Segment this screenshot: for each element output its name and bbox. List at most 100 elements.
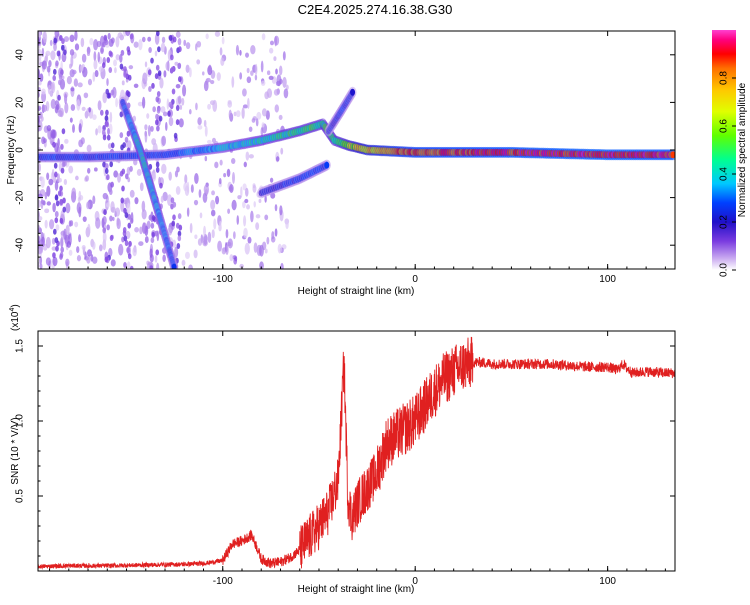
spectrogram-noise-speck (86, 254, 91, 264)
spectrogram-noise-speck (86, 46, 91, 55)
spectrogram-noise-speck (202, 239, 208, 247)
spectrogram-blob (670, 151, 675, 159)
spectrogram-streak-speck (52, 252, 56, 259)
spectrogram-streak-speck (101, 62, 106, 69)
spectrogram-noise-speck (146, 220, 151, 230)
colorbar-tick-label: 0.4 (719, 167, 730, 181)
spectrogram-noise-speck (80, 37, 85, 48)
spectrogram-noise-speck (205, 33, 209, 40)
spectrogram-streak-speck (125, 173, 129, 180)
spectrogram-streak-speck (102, 227, 106, 234)
spectrogram-noise-speck (115, 36, 120, 48)
spectrogram-noise-speck (203, 225, 206, 237)
spectrogram-streak-speck (156, 90, 161, 97)
spectrogram-streak-speck (124, 212, 129, 219)
spectrogram-noise-speck (71, 187, 77, 199)
spectrogram-noise-speck (108, 247, 113, 257)
spectrogram-streak-speck (104, 256, 109, 263)
spectrogram-noise-speck (64, 138, 69, 144)
spectrogram-noise-speck (66, 240, 71, 248)
spectrogram-streak-speck (129, 33, 134, 40)
spectrogram-noise-speck (261, 108, 267, 117)
spectrogram-noise-speck (118, 243, 124, 256)
spectrogram-streak-speck (61, 161, 66, 168)
spectrogram-noise-speck (38, 199, 42, 208)
spectrogram-noise-speck (205, 77, 211, 83)
spectrogram-noise-speck (161, 135, 167, 147)
spectrogram-ytick-label: 40 (15, 49, 26, 61)
spectrogram-streak-speck (102, 161, 106, 168)
spectrogram-noise-speck (282, 76, 287, 89)
spectrogram-noise-speck (223, 172, 227, 178)
spectrogram-noise-speck (168, 171, 172, 181)
spectrogram-streak-speck (110, 89, 115, 96)
spectrogram-noise-speck (58, 177, 62, 183)
spectrogram-noise-speck (46, 185, 51, 197)
spectrogram-streak-speck (108, 67, 113, 74)
spectrogram-noise-speck (52, 256, 58, 267)
spectrogram-noise-speck (65, 224, 70, 235)
spectrogram-noise (38, 31, 290, 269)
spectrogram-streak-speck (177, 235, 182, 242)
snr-xlabel: Height of straight line (km) (298, 584, 415, 595)
spectrogram-noise-speck (275, 156, 280, 162)
spectrogram-noise-speck (186, 181, 190, 193)
spectrogram-streak-speck (60, 69, 64, 76)
spectrogram-noise-speck (268, 75, 274, 81)
spectrogram-noise-speck (92, 195, 96, 205)
spectrogram-streak-speck (54, 171, 58, 178)
spectrogram-noise-speck (207, 231, 212, 243)
spectrogram-noise-speck (70, 54, 74, 67)
spectrogram-noise-speck (255, 118, 259, 127)
spectrogram-noise-speck (63, 178, 68, 186)
spectrogram-noise-speck (82, 216, 87, 222)
spectrogram-noise-speck (204, 156, 208, 162)
spectrogram-streak-speck (155, 161, 160, 168)
spectrogram-noise-speck (247, 236, 252, 244)
spectrogram-noise-speck (271, 231, 275, 240)
spectrogram-noise-speck (141, 209, 147, 220)
spectrogram-noise-speck (94, 70, 99, 78)
spectrogram-streak-speck (106, 57, 111, 64)
spectrogram-noise-speck (211, 190, 215, 196)
spectrogram-noise-speck (68, 165, 74, 174)
spectrogram-noise-speck (70, 220, 74, 227)
spectrogram-noise-speck (50, 82, 55, 91)
spectrogram-noise-speck (154, 50, 158, 57)
spectrogram-noise-speck (141, 36, 146, 43)
colorbar-tick-label: 0.2 (719, 215, 730, 229)
spectrogram-noise-speck (138, 38, 143, 51)
spectrogram-noise-speck (250, 70, 254, 76)
spectrogram-noise-speck (110, 201, 115, 213)
colorbar-ticks: 0.0 0.2 0.4 0.6 0.8 (719, 71, 736, 277)
spectrogram-noise-speck (102, 231, 107, 243)
spectrogram-noise-speck (261, 33, 266, 41)
spectrogram-blob (171, 263, 177, 269)
spectrogram-noise-speck (139, 226, 143, 235)
spectrogram-streak-speck (53, 37, 58, 44)
spectrogram-noise-speck (136, 168, 142, 176)
spectrogram-noise-speck (154, 255, 158, 263)
spectrogram-streak-speck (157, 70, 162, 77)
spectrogram-noise-speck (52, 202, 56, 213)
spectrogram-noise-speck (112, 216, 115, 221)
spectrogram-noise-speck (162, 254, 166, 263)
spectrogram-noise-speck (245, 151, 250, 161)
spectrogram-noise-speck (229, 184, 234, 193)
spectrogram-streak-speck (58, 79, 62, 86)
spectrogram-noise-speck (159, 77, 164, 89)
spectrogram-streak-speck (173, 132, 178, 139)
spectrogram-noise-speck (42, 104, 48, 112)
spectrogram-streak-speck (171, 88, 176, 95)
spectrogram-streak-speck (127, 49, 131, 56)
spectrogram-noise-speck (285, 220, 289, 230)
spectrogram-xtick-label: 100 (599, 274, 616, 285)
spectrogram-noise-speck (194, 173, 199, 185)
spectrogram-noise-speck (183, 39, 187, 47)
spectrogram-noise-speck (87, 167, 91, 174)
spectrogram-noise-speck (254, 74, 258, 81)
spectrogram-noise-speck (95, 217, 101, 229)
spectrogram-noise-speck (76, 99, 81, 111)
spectrogram-streak-speck (175, 104, 180, 111)
spectrogram-noise-speck (113, 170, 119, 178)
